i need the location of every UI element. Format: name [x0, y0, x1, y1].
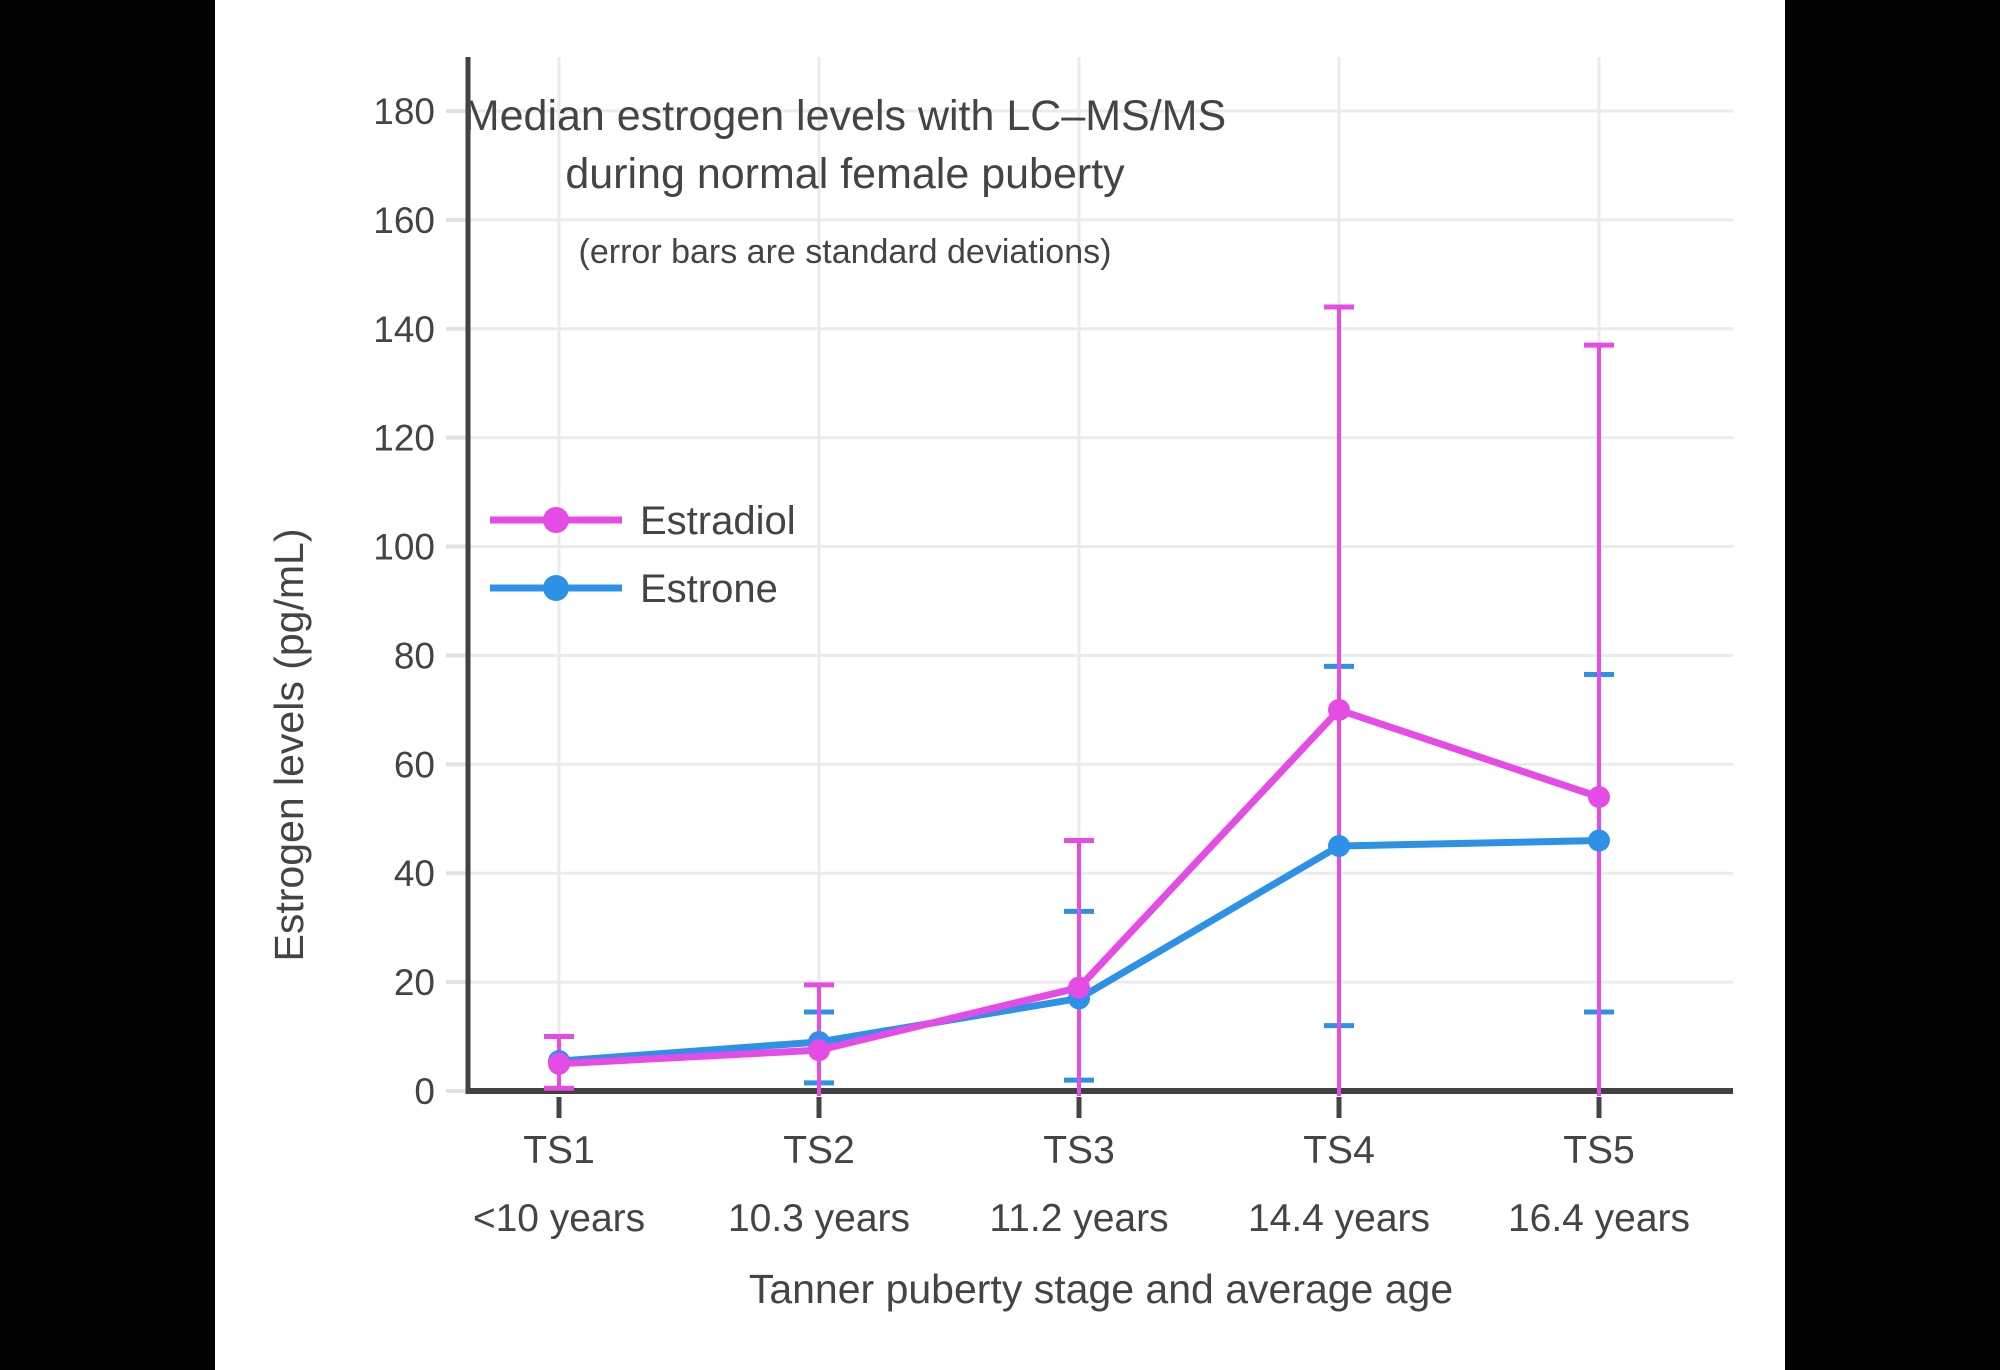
x-age-label: <10 years	[473, 1197, 645, 1240]
x-tick-label: TS1	[523, 1129, 595, 1172]
x-tick-label: TS4	[1303, 1129, 1375, 1172]
legend-marker-swatch	[543, 575, 569, 601]
data-point-estrone-ts5[interactable]	[1588, 829, 1610, 852]
legend-marker-swatch	[543, 507, 569, 533]
legend-label: Estradiol	[640, 499, 796, 543]
y-tick-label: 40	[394, 853, 435, 894]
x-age-label: 10.3 years	[728, 1197, 910, 1240]
y-tick-label: 120	[373, 418, 435, 459]
x-tick-label: TS3	[1043, 1129, 1115, 1172]
x-axis-title: Tanner puberty stage and average age	[749, 1266, 1453, 1312]
chart-title-line2: during normal female puberty	[565, 150, 1125, 198]
y-tick-label: 20	[394, 962, 435, 1003]
legend-item-estrone[interactable]: Estrone	[490, 567, 778, 611]
data-point-estradiol-ts4[interactable]	[1328, 698, 1350, 721]
y-tick-label: 80	[394, 635, 435, 676]
data-point-estrone-ts4[interactable]	[1328, 835, 1350, 857]
chart-title-line1: Median estrogen levels with LC–MS/MS	[464, 92, 1226, 140]
y-axis-title: Estrogen levels (pg/mL)	[266, 529, 312, 962]
x-age-label: 16.4 years	[1508, 1197, 1690, 1240]
estrogen-line-chart: 0 20 40 60 80 100 120 140 160 180 TS1 TS2 TS3 TS4 TS5 <…	[266, 57, 1733, 1312]
data-point-estradiol-ts2[interactable]	[808, 1039, 830, 1062]
x-age-label: 11.2 years	[989, 1197, 1168, 1240]
legend-label: Estrone	[640, 567, 778, 611]
x-tick-label: TS2	[783, 1129, 855, 1172]
x-age-label: 14.4 years	[1248, 1197, 1430, 1240]
y-tick-label: 180	[373, 91, 435, 132]
y-tick-label: 100	[373, 527, 435, 568]
data-point-estradiol-ts1[interactable]	[548, 1052, 570, 1075]
y-tick-label: 0	[414, 1071, 435, 1112]
chart-subtitle: (error bars are standard deviations)	[579, 233, 1112, 271]
data-point-estradiol-ts3[interactable]	[1068, 976, 1090, 999]
chart-panel: 0 20 40 60 80 100 120 140 160 180 TS1 TS2 TS3 TS4 TS5 <…	[215, 0, 1785, 1370]
x-tick-label: TS5	[1563, 1129, 1635, 1172]
legend-item-estradiol[interactable]: Estradiol	[490, 499, 796, 543]
y-tick-label: 140	[373, 309, 435, 350]
y-tick-label: 160	[373, 200, 435, 241]
y-tick-label: 60	[394, 744, 435, 785]
data-point-estradiol-ts5[interactable]	[1588, 786, 1610, 808]
